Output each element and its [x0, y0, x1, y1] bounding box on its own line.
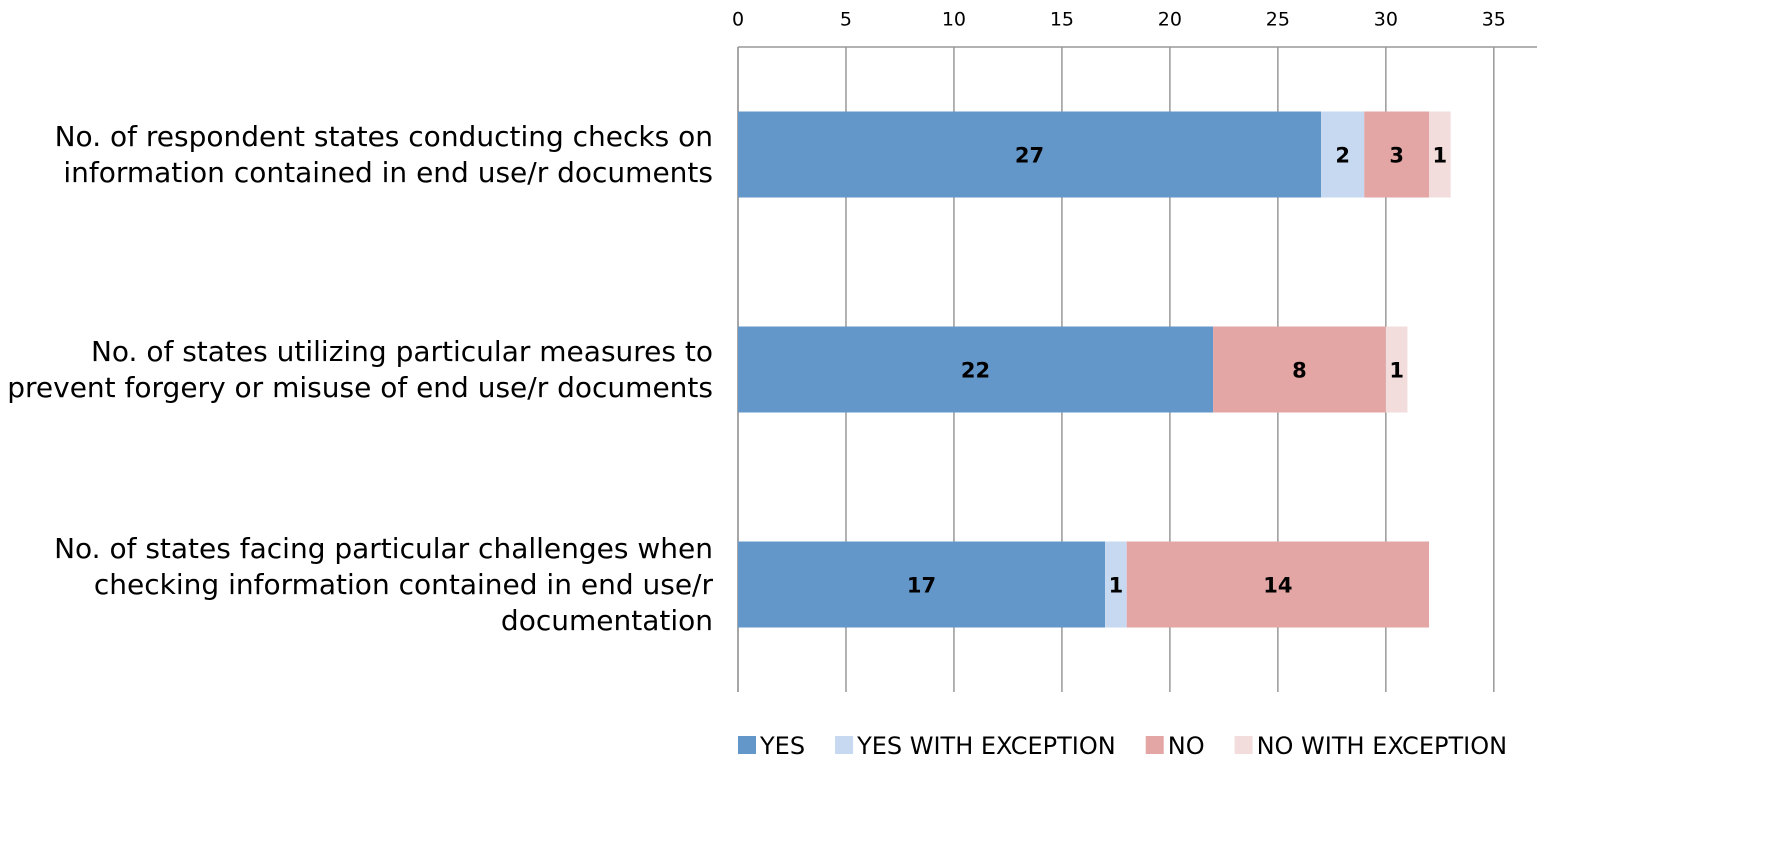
- data-label: 1: [1389, 359, 1404, 383]
- legend-swatch: [1234, 736, 1253, 754]
- bar-segment: [738, 326, 1214, 413]
- x-tick-label: 10: [942, 9, 966, 31]
- bar-segment: [1126, 541, 1430, 628]
- bar-segment: [738, 111, 1322, 198]
- legend-swatch: [835, 736, 854, 754]
- legend-label: NO WITH EXCEPTION: [1257, 732, 1507, 760]
- x-tick-label: 20: [1158, 9, 1182, 31]
- x-tick-label: 30: [1374, 9, 1398, 31]
- data-label: 27: [1015, 144, 1044, 168]
- data-label: 14: [1263, 574, 1292, 598]
- x-tick-label: 5: [840, 9, 852, 31]
- legend-label: YES WITH EXCEPTION: [856, 732, 1116, 760]
- y-tick-label: No. of respondent states conducting chec…: [54, 119, 713, 189]
- data-label: 3: [1389, 144, 1404, 168]
- x-tick-label: 15: [1050, 9, 1074, 31]
- bar-segment: [1429, 111, 1451, 198]
- data-label: 1: [1109, 574, 1124, 598]
- bar-segment: [1105, 541, 1127, 628]
- legend-label: NO: [1168, 732, 1205, 760]
- bar-segment: [1385, 326, 1408, 413]
- bar-segment: [1321, 111, 1365, 198]
- y-tick-label: No. of states facing particular challeng…: [54, 531, 713, 637]
- legend-swatch: [1145, 736, 1164, 754]
- data-label: 17: [907, 574, 936, 598]
- data-label: 8: [1292, 359, 1307, 383]
- x-tick-label: 0: [732, 9, 744, 31]
- bar-segment: [1364, 111, 1430, 198]
- bar-segment: [1213, 326, 1386, 413]
- legend-swatch: [738, 736, 756, 754]
- bar-segment: [738, 541, 1106, 628]
- data-label: 1: [1433, 144, 1448, 168]
- x-tick-label: 25: [1266, 9, 1290, 31]
- data-label: 2: [1335, 144, 1350, 168]
- data-label: 22: [961, 359, 990, 383]
- legend-label: YES: [759, 732, 805, 760]
- y-tick-label: No. of states utilizing particular measu…: [7, 334, 713, 404]
- x-tick-label: 35: [1482, 9, 1506, 31]
